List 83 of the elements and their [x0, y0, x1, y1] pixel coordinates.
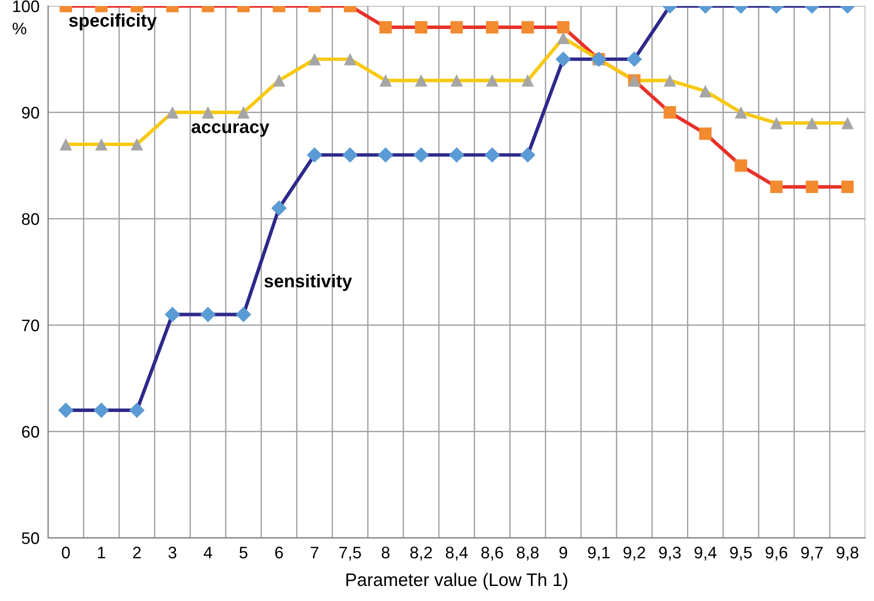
point: [342, 147, 358, 163]
x-tick-label: 7: [310, 546, 318, 558]
point: [413, 147, 429, 163]
x-tick-label: 8,6: [481, 546, 504, 560]
x-tick-label: 9,8: [836, 546, 858, 560]
y-tick-label: 100: [13, 0, 40, 12]
point: [200, 306, 216, 322]
point: [414, 21, 428, 34]
point: [770, 116, 783, 130]
point: [556, 51, 571, 67]
point: [306, 147, 322, 163]
point: [841, 116, 854, 130]
point: [486, 74, 498, 87]
y-tick-label: 70: [22, 320, 40, 332]
point: [806, 180, 818, 194]
point: [626, 51, 642, 67]
point: [272, 74, 286, 87]
x-tick-label: 9: [559, 546, 568, 558]
point: [450, 21, 463, 34]
point: [699, 127, 712, 140]
point: [60, 138, 72, 151]
x-tick-label: 8,2: [410, 546, 432, 560]
x-tick-label: 9,2: [624, 546, 646, 560]
point: [378, 147, 394, 163]
x-tick-label: 8,4: [446, 546, 468, 560]
point: [271, 200, 287, 216]
y-tick-label: 60: [22, 426, 40, 438]
x-tick-label: 9,6: [766, 546, 788, 560]
point: [522, 21, 534, 34]
point: [522, 74, 534, 87]
point: [664, 106, 676, 119]
point: [308, 52, 321, 66]
point: [520, 147, 536, 163]
point: [484, 147, 500, 163]
x-tick-label: 6: [275, 546, 283, 558]
point: [486, 21, 498, 34]
point: [344, 52, 356, 66]
x-tick-label: 9,3: [659, 546, 681, 560]
x-tick-label: 2: [133, 546, 141, 558]
point: [236, 306, 252, 322]
point: [734, 159, 748, 172]
point: [202, 106, 214, 119]
point: [557, 32, 570, 44]
y-tick-label: 50: [22, 532, 40, 544]
series-label: specificity: [69, 14, 157, 30]
point: [164, 306, 180, 322]
y-tick-label: 80: [22, 213, 40, 225]
series-label: accuracy: [192, 123, 270, 137]
point: [379, 74, 392, 87]
y-axis-title: %: [12, 22, 26, 34]
x-tick-label: 5: [240, 546, 248, 558]
point: [237, 106, 250, 119]
x-tick-label: 9,7: [801, 546, 823, 560]
point: [806, 116, 818, 130]
x-tick-label: 9,1: [588, 546, 610, 560]
point: [166, 106, 179, 119]
point: [95, 138, 108, 151]
point: [129, 402, 145, 418]
x-tick-label: 4: [204, 546, 212, 558]
x-tick-label: 1: [98, 546, 106, 558]
x-tick-label: 8: [382, 546, 390, 558]
point: [450, 74, 463, 87]
x-tick-label: 8,8: [516, 546, 539, 560]
point: [770, 180, 783, 194]
x-tick-label: 9,4: [694, 546, 716, 560]
point: [58, 402, 74, 418]
point: [448, 147, 464, 163]
point: [414, 74, 428, 87]
point: [379, 21, 392, 34]
point: [664, 74, 676, 87]
x-tick-label: 7,5: [339, 546, 361, 560]
point: [130, 138, 144, 151]
x-tick-label: 9,5: [730, 546, 752, 560]
x-tick-label: 0: [62, 546, 70, 558]
point: [734, 106, 748, 119]
point: [557, 21, 570, 34]
point: [841, 180, 854, 194]
series-label: sensitivity: [264, 274, 352, 292]
y-tick-label: 90: [22, 106, 40, 119]
point: [94, 402, 110, 418]
x-tick-label: 3: [168, 546, 176, 558]
point: [699, 84, 712, 98]
x-axis-title: Parameter value (Low Th 1): [346, 572, 568, 590]
